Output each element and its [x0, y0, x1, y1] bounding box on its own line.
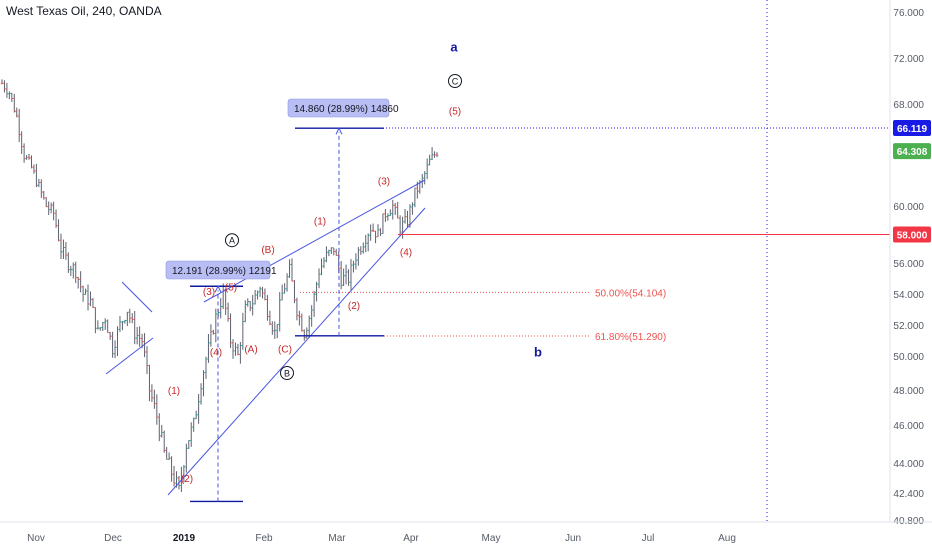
wedge-upper-line[interactable] — [203, 179, 426, 303]
price-66-label: 66.119 — [897, 124, 927, 135]
time-tick-label: Jul — [642, 533, 655, 544]
price-tick-label: 68.000 — [893, 100, 924, 111]
measure-arrow-icon — [335, 127, 343, 135]
price-tick-label: 42.400 — [893, 489, 924, 500]
price-tick-label: 54.000 — [893, 290, 924, 301]
circled-wave-label: B — [284, 369, 290, 379]
time-tick-label: Aug — [718, 533, 736, 544]
wave-label: (4) — [210, 347, 222, 358]
time-axis[interactable]: Nov Dec 2019 Feb Mar Apr May Jun Jul Aug — [0, 521, 932, 544]
measure-label-box[interactable] — [287, 98, 390, 118]
time-tick-label: Mar — [328, 533, 346, 544]
wave-label: (2) — [348, 301, 360, 312]
price-58-tag[interactable] — [893, 226, 931, 243]
wave-label: (A) — [244, 344, 257, 355]
time-tick-label: Jun — [565, 533, 581, 544]
measure-label: 12.191 (28.99%) 12191 — [172, 266, 277, 277]
circled-wave-label: C — [452, 77, 459, 87]
time-tick-label: Nov — [27, 533, 45, 544]
wave-label: (5) — [449, 106, 461, 117]
wedge-lower-line[interactable] — [167, 207, 426, 496]
price-58-label: 58.000 — [897, 231, 928, 242]
price-tick-label: 72.000 — [893, 54, 924, 65]
wave-label: (3) — [378, 177, 390, 188]
wave-label: (1) — [168, 386, 180, 397]
time-tick-label: Feb — [255, 533, 273, 544]
wave-label: (1) — [314, 216, 326, 227]
time-tick-label: Apr — [403, 533, 419, 544]
wave-label: (5) — [225, 282, 237, 293]
fib-level-label: 61.80%(51.290) — [595, 332, 666, 343]
circled-wave-marker — [280, 366, 294, 380]
wave-label: (4) — [400, 248, 412, 259]
wave-letter: a — [450, 40, 458, 55]
price-tick-label: 56.000 — [893, 259, 924, 270]
price-tick-label: 46.000 — [893, 421, 924, 432]
price-tick-label: 44.000 — [893, 459, 924, 470]
price-tick-label: 52.000 — [893, 321, 924, 332]
time-tick-label: 2019 — [173, 533, 196, 544]
triangle-lower-line[interactable] — [105, 337, 154, 375]
last-price-tag[interactable] — [893, 143, 931, 160]
measure-arrow-icon — [214, 285, 222, 293]
circled-wave-label: A — [229, 236, 235, 246]
triangle-upper-line[interactable] — [121, 281, 153, 313]
time-tick-label: Dec — [104, 533, 122, 544]
measure-label: 14.860 (28.99%) 14860 — [294, 104, 399, 115]
wave-label: (C) — [278, 344, 292, 355]
circled-wave-marker — [225, 233, 239, 248]
price-axis[interactable]: 40.80042.40044.00046.00048.00050.00052.0… — [889, 0, 931, 527]
price-66-tag[interactable] — [893, 119, 931, 136]
circled-wave-marker — [448, 74, 462, 88]
drawings: 50.00%(54.104) 61.80%(51.290) 12.191 (28.9… — [105, 0, 890, 522]
wave-label: (2) — [181, 474, 193, 485]
time-tick-label: May — [482, 533, 501, 544]
wave-label: (B) — [261, 245, 274, 256]
price-tick-label: 76.000 — [893, 8, 924, 19]
last-price-label: 64.308 — [897, 147, 928, 158]
wave-letter: b — [534, 344, 542, 359]
price-tick-label: 60.000 — [893, 202, 924, 213]
wave-label: (3) — [203, 287, 215, 298]
symbol-title: West Texas Oil, 240, OANDA — [6, 4, 162, 18]
measure-label-box[interactable] — [165, 260, 271, 280]
price-series — [0, 79, 439, 492]
price-tick-label: 50.000 — [893, 352, 924, 363]
price-tick-label: 48.000 — [893, 386, 924, 397]
fib-level-label: 50.00%(54.104) — [595, 288, 666, 299]
